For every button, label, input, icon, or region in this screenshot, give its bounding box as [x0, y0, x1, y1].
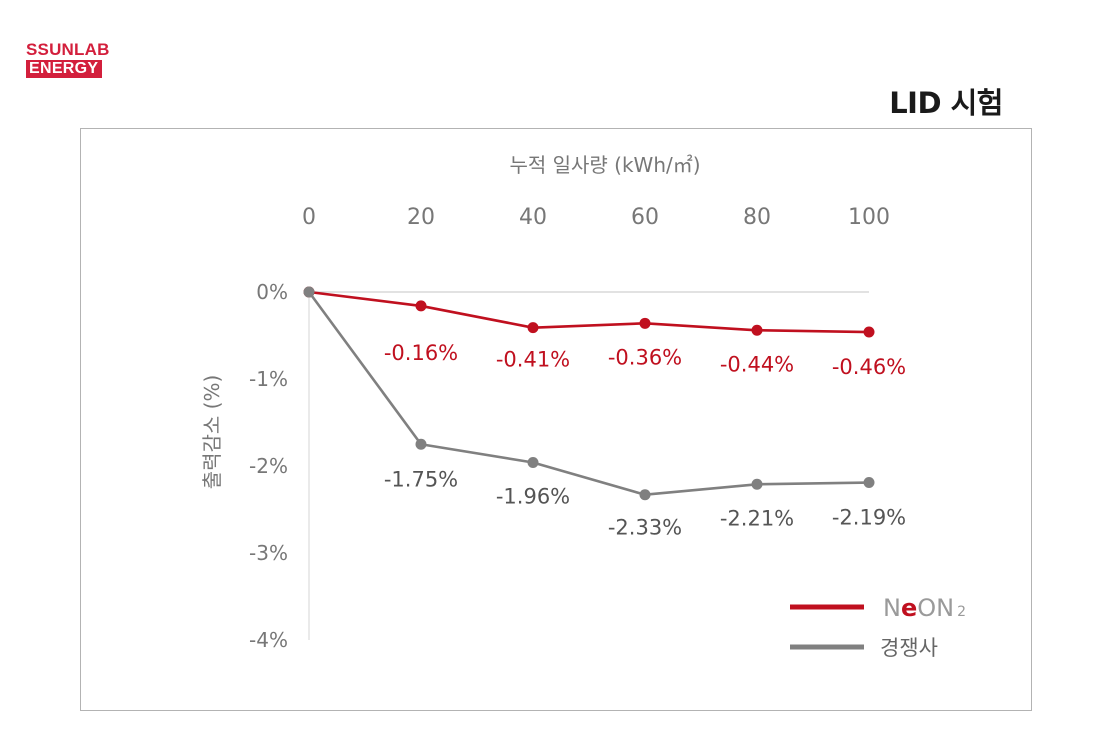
- x-tick-label: 0: [302, 205, 316, 230]
- data-label: -1.96%: [496, 485, 570, 509]
- data-point-neon2: [863, 326, 875, 338]
- series-line-neon2: [308, 290, 870, 334]
- data-label: -1.75%: [384, 467, 458, 491]
- data-point-competitor: [303, 286, 315, 298]
- data-label: -2.19%: [832, 506, 906, 530]
- data-point-neon2: [415, 300, 427, 312]
- y-tick-label: -2%: [249, 454, 288, 478]
- data-point-neon2: [751, 324, 763, 336]
- legend: NeON 2 경쟁사: [790, 594, 966, 660]
- y-tick-label: -1%: [249, 367, 288, 391]
- legend-label-neon2: NeON 2: [883, 594, 966, 622]
- x-tick-label: 40: [519, 205, 547, 230]
- data-label: -0.16%: [384, 341, 458, 365]
- y-tick-label: -4%: [249, 628, 288, 652]
- x-tick-label: 20: [407, 205, 435, 230]
- chart-frame: [80, 128, 1032, 711]
- series-line-competitor: [307, 291, 870, 497]
- data-label: -2.33%: [608, 516, 682, 540]
- data-point-competitor: [639, 489, 651, 501]
- page-title: LID 시험: [889, 86, 1003, 120]
- data-point-competitor: [415, 438, 427, 450]
- y-tick-label: 0%: [256, 280, 288, 304]
- brand-logo-line2: ENERGY: [26, 60, 103, 78]
- x-tick-label: 100: [848, 205, 890, 230]
- x-tick-label: 60: [631, 205, 659, 230]
- brand-logo-line1: SSUNLAB: [26, 40, 110, 59]
- brand-logo: SSUNLAB ENERGY: [26, 41, 110, 78]
- data-point-competitor: [527, 457, 539, 469]
- data-label: -2.21%: [720, 506, 794, 530]
- data-point-competitor: [751, 478, 763, 490]
- x-tick-label: 80: [743, 205, 771, 230]
- data-label: -0.41%: [496, 348, 570, 372]
- data-label: -0.44%: [720, 352, 794, 376]
- data-point-competitor: [863, 477, 875, 489]
- data-label: -0.36%: [608, 345, 682, 369]
- data-label: -0.46%: [832, 355, 906, 379]
- y-tick-label: -3%: [249, 541, 288, 565]
- x-axis-title: 누적 일사량 (kWh/㎡): [509, 153, 700, 177]
- data-point-neon2: [527, 322, 539, 334]
- data-point-neon2: [639, 317, 651, 329]
- y-axis-title: 출력감소 (%): [200, 375, 224, 490]
- legend-label-competitor: 경쟁사: [880, 636, 938, 660]
